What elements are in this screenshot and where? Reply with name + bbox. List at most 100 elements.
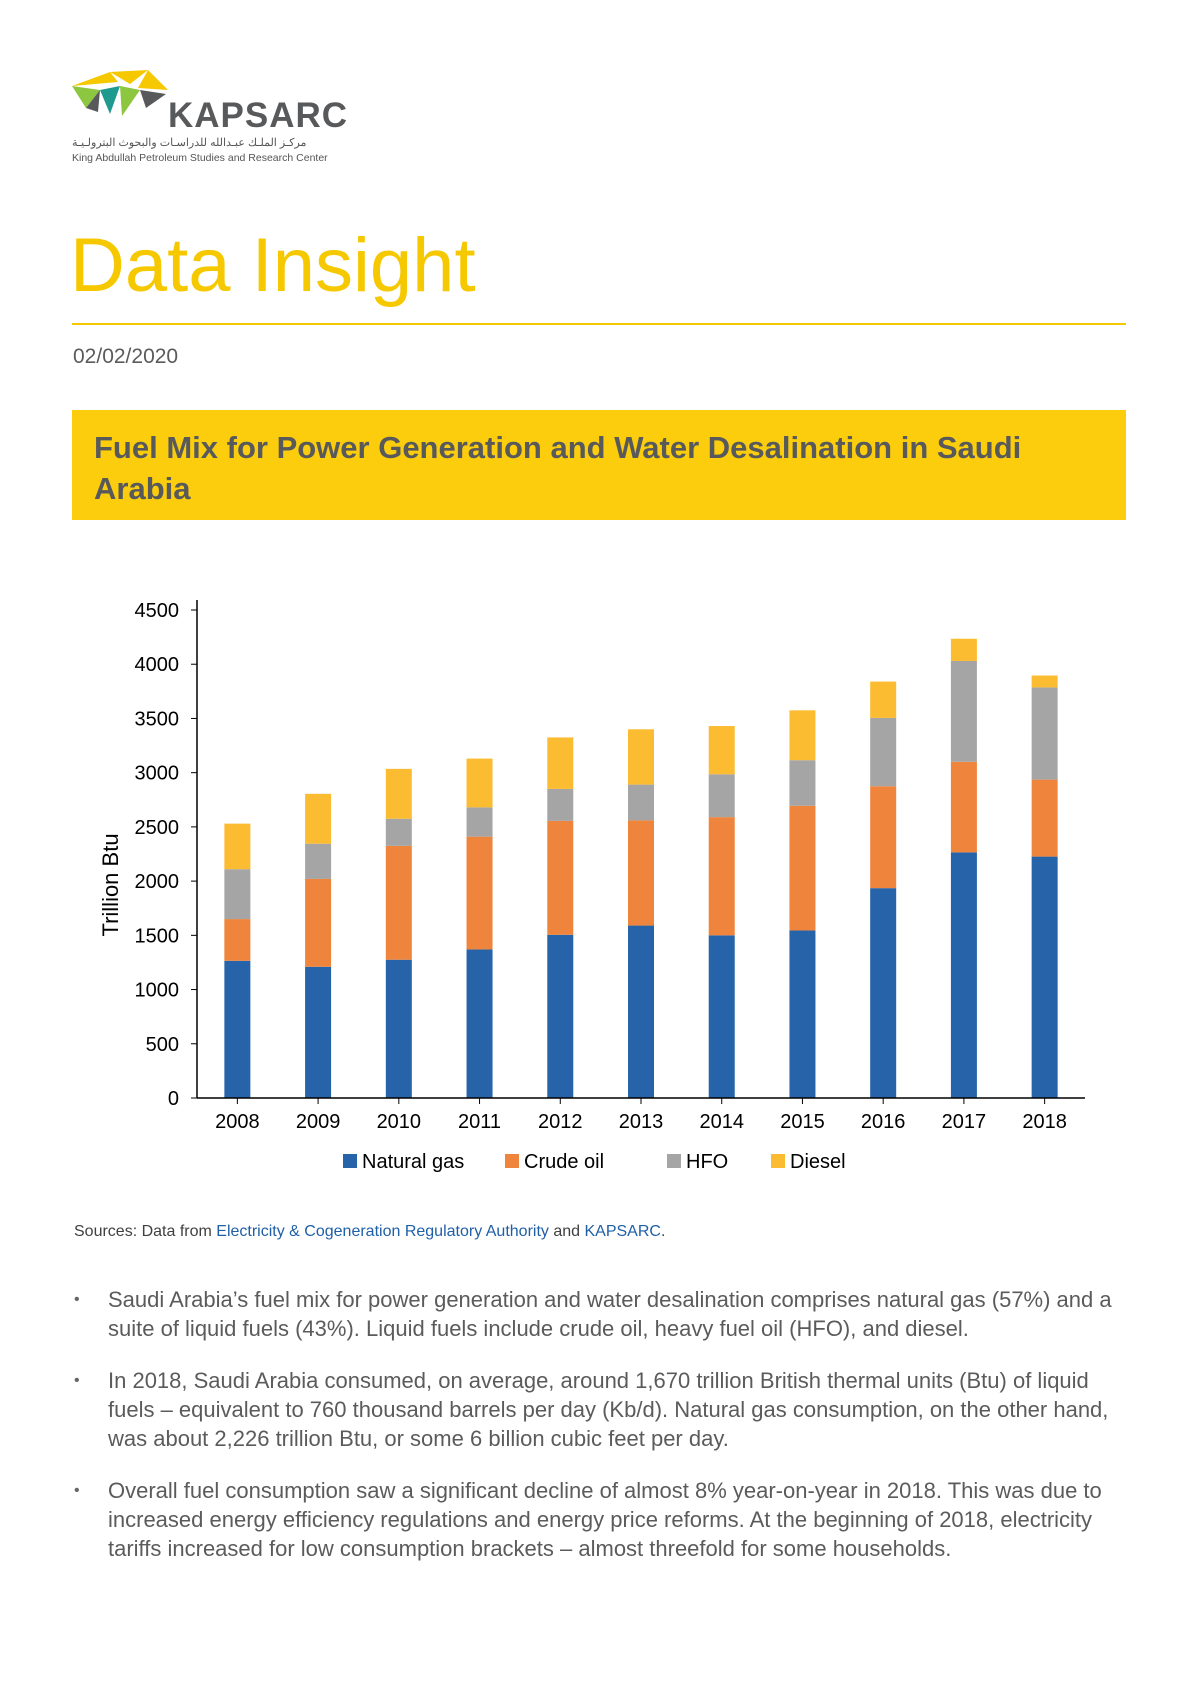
x-tick-label: 2017 (942, 1111, 987, 1133)
bar-natural-gas-2009 (305, 966, 332, 1098)
bar-diesel-2010 (385, 768, 412, 819)
legend-swatch-natural-gas (343, 1154, 357, 1168)
list-item: • Overall fuel consumption saw a signifi… (70, 1476, 1130, 1563)
bar-natural-gas-2008 (224, 960, 251, 1098)
legend-label-natural-gas: Natural gas (362, 1151, 464, 1173)
y-axis-label: Trillion Btu (98, 833, 123, 936)
bar-hfo-2015 (789, 760, 816, 806)
bar-crude-oil-2016 (870, 786, 897, 889)
brand-name: KAPSARC (168, 96, 349, 135)
kapsarc-logo: KAPSARC مركـز الملـك عبـدالله للدراسـات … (70, 68, 370, 168)
bar-crude-oil-2010 (385, 845, 412, 960)
x-tick-label: 2015 (780, 1111, 825, 1133)
x-tick-label: 2016 (861, 1111, 906, 1133)
publication-date: 02/02/2020 (73, 345, 179, 368)
y-tick-label: 3000 (135, 763, 180, 785)
legend-swatch-hfo (667, 1154, 681, 1168)
y-tick-label: 1500 (135, 925, 180, 947)
sources-note: Sources: Data from Electricity & Cogener… (74, 1223, 665, 1241)
brand-english: King Abdullah Petroleum Studies and Rese… (72, 152, 328, 164)
legend-swatch-crude-oil (505, 1154, 519, 1168)
bar-diesel-2017 (950, 638, 977, 661)
sources-suffix: . (660, 1223, 666, 1240)
title-banner: Fuel Mix for Power Generation and Water … (72, 410, 1126, 520)
bar-crude-oil-2018 (1031, 779, 1058, 857)
bar-diesel-2014 (708, 726, 735, 775)
bullet-text: Saudi Arabia’s fuel mix for power genera… (108, 1287, 1112, 1341)
bar-hfo-2018 (1031, 687, 1058, 780)
bar-crude-oil-2014 (708, 817, 735, 936)
x-tick-label: 2011 (458, 1111, 501, 1133)
bar-crude-oil-2013 (628, 820, 654, 926)
sources-middle: and (548, 1223, 585, 1240)
bullet-marker: • (74, 1291, 80, 1308)
bullet-text: In 2018, Saudi Arabia consumed, on avera… (108, 1368, 1109, 1451)
bar-diesel-2015 (789, 710, 816, 761)
y-tick-label: 500 (146, 1034, 179, 1056)
bar-natural-gas-2017 (950, 852, 977, 1098)
bar-crude-oil-2009 (305, 878, 332, 967)
bar-natural-gas-2012 (547, 934, 574, 1098)
legend-swatch-diesel (771, 1154, 785, 1168)
document-type: Data Insight (70, 223, 476, 308)
bar-diesel-2011 (466, 758, 493, 808)
bullet-text: Overall fuel consumption saw a significa… (108, 1478, 1102, 1561)
x-tick-label: 2013 (619, 1111, 664, 1133)
bar-diesel-2009 (305, 793, 332, 844)
bar-natural-gas-2014 (708, 935, 735, 1098)
bar-diesel-2012 (547, 737, 574, 789)
legend-label-diesel: Diesel (790, 1151, 846, 1173)
bar-crude-oil-2017 (950, 761, 977, 853)
x-tick-label: 2009 (296, 1111, 341, 1133)
source-link-kapsarc[interactable]: KAPSARC (584, 1223, 661, 1240)
x-tick-label: 2012 (538, 1111, 583, 1133)
source-link-ecra[interactable]: Electricity & Cogeneration Regulatory Au… (216, 1223, 549, 1240)
kapsarc-emblem-icon (72, 70, 168, 116)
bar-hfo-2016 (870, 717, 897, 787)
bar-hfo-2011 (466, 807, 493, 837)
y-tick-label: 2000 (135, 871, 180, 893)
bar-natural-gas-2015 (789, 930, 816, 1098)
legend-label-crude-oil: Crude oil (524, 1151, 604, 1173)
insight-list: • Saudi Arabia’s fuel mix for power gene… (70, 1285, 1130, 1586)
bar-crude-oil-2012 (547, 820, 574, 935)
bar-crude-oil-2011 (466, 836, 493, 950)
bar-diesel-2018 (1031, 675, 1058, 688)
list-item: • In 2018, Saudi Arabia consumed, on ave… (70, 1366, 1130, 1453)
bar-natural-gas-2011 (466, 949, 493, 1098)
bar-diesel-2013 (628, 729, 654, 785)
bullet-marker: • (74, 1372, 80, 1389)
header-rule (72, 323, 1126, 325)
bar-hfo-2010 (385, 818, 412, 846)
x-tick-label: 2010 (377, 1111, 422, 1133)
page-title: Fuel Mix for Power Generation and Water … (94, 430, 1022, 506)
y-tick-label: 1000 (135, 980, 180, 1002)
bar-hfo-2009 (305, 843, 332, 879)
bar-crude-oil-2015 (789, 805, 816, 931)
bar-hfo-2017 (950, 660, 977, 762)
y-tick-label: 4000 (135, 654, 180, 676)
bar-natural-gas-2018 (1031, 856, 1058, 1098)
bar-natural-gas-2016 (870, 888, 897, 1098)
bar-crude-oil-2008 (224, 919, 251, 961)
bar-natural-gas-2010 (385, 959, 412, 1098)
x-tick-label: 2014 (699, 1111, 744, 1133)
bar-natural-gas-2013 (628, 925, 654, 1098)
bar-diesel-2008 (224, 823, 251, 870)
bar-hfo-2008 (224, 869, 251, 920)
bar-hfo-2014 (708, 774, 735, 818)
list-item: • Saudi Arabia’s fuel mix for power gene… (70, 1285, 1130, 1343)
fuel-mix-chart: 0 500 1000 1500 2000 2500 3000 3500 4000 4500 200… (98, 600, 1085, 1173)
x-tick-label: 2008 (215, 1111, 260, 1133)
y-tick-label: 3500 (135, 708, 180, 730)
sources-prefix: Sources: Data from (74, 1223, 217, 1240)
bullet-marker: • (74, 1482, 80, 1499)
legend-label-hfo: HFO (686, 1151, 728, 1173)
brand-arabic: مركـز الملـك عبـدالله للدراسـات والبحوث … (72, 137, 307, 149)
y-tick-label: 4500 (135, 600, 180, 622)
x-tick-label: 2018 (1022, 1111, 1067, 1133)
bar-hfo-2012 (547, 788, 574, 821)
bar-hfo-2013 (628, 784, 654, 821)
bar-diesel-2016 (870, 681, 897, 718)
y-tick-label: 0 (168, 1088, 179, 1110)
